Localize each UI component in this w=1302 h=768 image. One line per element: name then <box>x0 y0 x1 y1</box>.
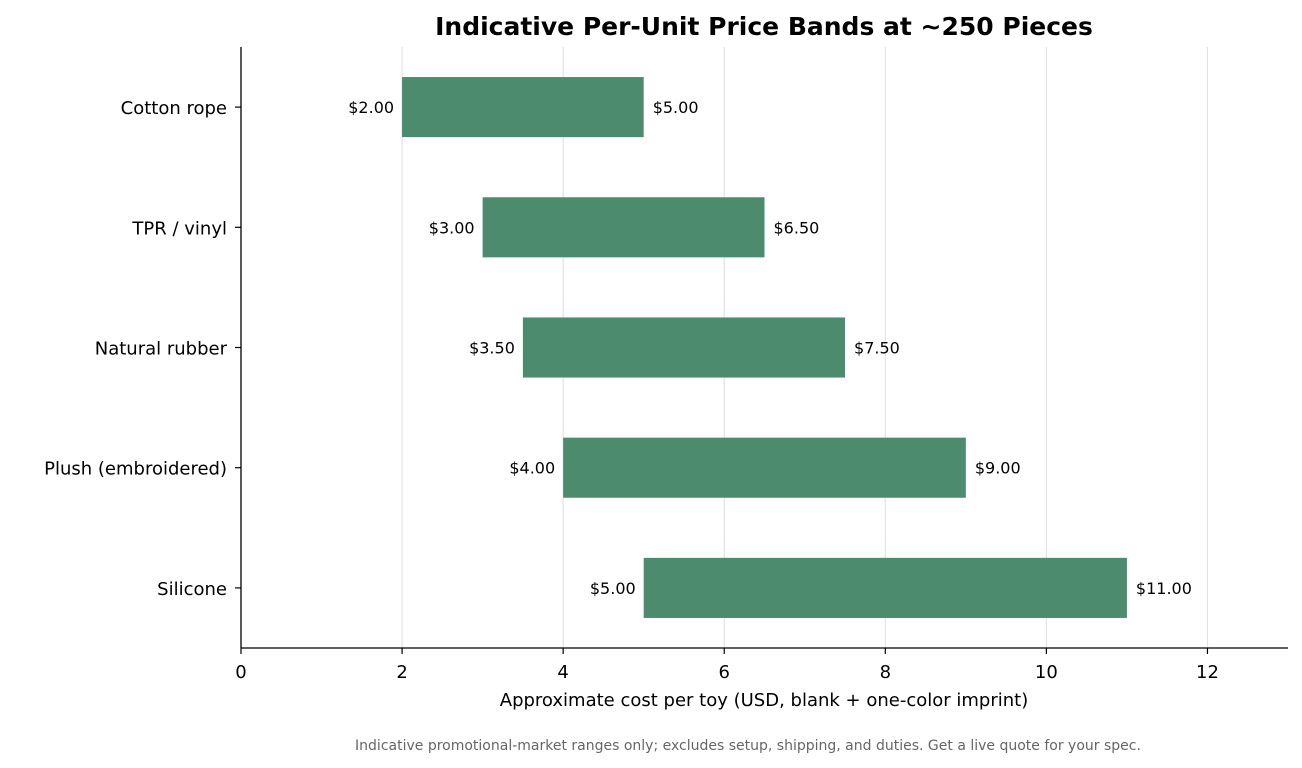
price-band-bar <box>563 437 966 498</box>
x-tick-label: 12 <box>1196 662 1219 683</box>
low-price-label: $3.50 <box>469 339 515 358</box>
high-price-label: $11.00 <box>1136 579 1192 598</box>
category-label: Natural rubber <box>95 339 228 360</box>
x-tick-label: 10 <box>1035 662 1058 683</box>
x-tick-label: 4 <box>557 662 568 683</box>
bars: $2.00 $5.00 $3.00 $6.50 $3.50 $7.50 $4.00 $9.00… <box>348 77 1192 618</box>
high-price-label: $9.00 <box>975 459 1021 478</box>
price-band-bar <box>522 317 846 378</box>
footnote: Indicative promotional-market ranges onl… <box>355 738 1141 754</box>
low-price-label: $5.00 <box>590 579 636 598</box>
category-label: Cotton rope <box>121 98 227 119</box>
low-price-label: $3.00 <box>429 218 475 237</box>
category-label: Silicone <box>157 579 227 600</box>
chart-title: Indicative Per-Unit Price Bands at ~250 … <box>435 12 1093 41</box>
price-band-bar <box>482 197 765 258</box>
x-axis-label: Approximate cost per toy (USD, blank + o… <box>500 690 1028 711</box>
high-price-label: $7.50 <box>854 339 900 358</box>
x-ticks: 0 2 4 6 8 10 12 <box>235 648 1219 683</box>
x-tick-label: 8 <box>880 662 891 683</box>
x-tick-label: 2 <box>396 662 407 683</box>
low-price-label: $2.00 <box>348 98 394 117</box>
x-tick-label: 0 <box>235 662 246 683</box>
low-price-label: $4.00 <box>509 459 555 478</box>
x-tick-label: 6 <box>719 662 730 683</box>
category-label: TPR / vinyl <box>131 218 227 239</box>
price-band-bar <box>643 557 1127 618</box>
high-price-label: $5.00 <box>653 98 699 117</box>
high-price-label: $6.50 <box>774 218 820 237</box>
price-band-bar <box>402 77 644 138</box>
category-label: Plush (embroidered) <box>44 459 227 480</box>
y-categories: Cotton rope TPR / vinyl Natural rubber Plus… <box>44 98 241 600</box>
